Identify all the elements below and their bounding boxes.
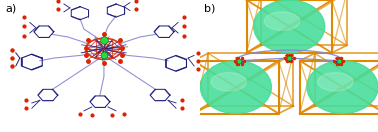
Ellipse shape	[200, 61, 271, 114]
Ellipse shape	[318, 73, 353, 91]
Ellipse shape	[307, 61, 378, 114]
Ellipse shape	[211, 73, 246, 91]
Ellipse shape	[264, 12, 300, 30]
Text: b): b)	[204, 4, 215, 14]
Ellipse shape	[254, 0, 325, 53]
Text: a): a)	[6, 4, 17, 14]
